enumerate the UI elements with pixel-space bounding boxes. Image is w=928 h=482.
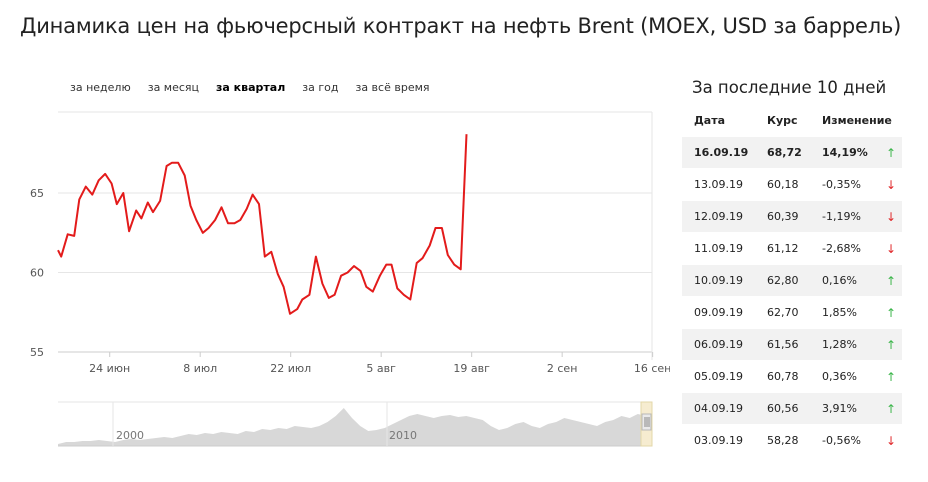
table-row: 06.09.19 61,56 1,28% ↑ — [682, 328, 902, 360]
period-tabs: за неделю за месяц за квартал за год за … — [70, 81, 447, 94]
row-date: 06.09.19 — [694, 338, 743, 351]
row-change: -1,19% — [822, 210, 861, 223]
y-tick-label: 60 — [30, 267, 44, 280]
row-change: -0,56% — [822, 434, 861, 447]
history-table: Дата Курс Изменение 16.09.19 68,72 14,19% ↑… — [682, 104, 902, 456]
row-rate: 61,12 — [767, 242, 799, 255]
table-row: 04.09.19 60,56 3,91% ↑ — [682, 392, 902, 424]
arrow-up-icon: ↑ — [885, 145, 897, 160]
tab-year[interactable]: за год — [302, 81, 339, 94]
row-rate: 62,70 — [767, 306, 799, 319]
arrow-up-icon: ↑ — [885, 369, 897, 384]
page-title: Динамика цен на фьючерсный контракт на н… — [20, 14, 902, 38]
header-rate: Курс — [767, 113, 798, 127]
header-date: Дата — [694, 113, 726, 127]
y-tick-label: 65 — [30, 187, 44, 200]
row-date: 10.09.19 — [694, 274, 743, 287]
row-date: 05.09.19 — [694, 370, 743, 383]
row-change: -0,35% — [822, 178, 861, 191]
tab-week[interactable]: за неделю — [70, 81, 131, 94]
nav-label: 2000 — [116, 429, 144, 442]
x-tick-label: 19 авг — [453, 362, 490, 375]
table-row: 05.09.19 60,78 0,36% ↑ — [682, 360, 902, 392]
row-change: 1,85% — [822, 306, 857, 319]
arrow-down-icon: ↓ — [885, 177, 897, 192]
tab-month[interactable]: за месяц — [147, 81, 200, 94]
row-rate: 61,56 — [767, 338, 799, 351]
row-change: 0,36% — [822, 370, 857, 383]
table-row: 03.09.19 58,28 -0,56% ↓ — [682, 424, 902, 456]
tab-quarter[interactable]: за квартал — [216, 81, 286, 94]
row-change: 0,16% — [822, 274, 857, 287]
row-date: 03.09.19 — [694, 434, 743, 447]
row-date: 04.09.19 — [694, 402, 743, 415]
arrow-up-icon: ↑ — [885, 273, 897, 288]
row-change: -2,68% — [822, 242, 861, 255]
row-rate: 60,18 — [767, 178, 799, 191]
price-chart[interactable]: 55 60 65 24 июн 8 июл 22 июл 5 авг 19 авг 2 сен 1… — [0, 100, 670, 390]
arrow-down-icon: ↓ — [885, 241, 897, 256]
table-row: 09.09.19 62,70 1,85% ↑ — [682, 296, 902, 328]
table-row: 10.09.19 62,80 0,16% ↑ — [682, 264, 902, 296]
row-date: 09.09.19 — [694, 306, 743, 319]
row-change: 14,19% — [822, 146, 868, 159]
x-tick-label: 2 сен — [547, 362, 578, 375]
table-header: Дата Курс Изменение — [682, 104, 902, 136]
arrow-down-icon: ↓ — [885, 433, 897, 448]
arrow-up-icon: ↑ — [885, 305, 897, 320]
row-date: 12.09.19 — [694, 210, 743, 223]
row-change: 1,28% — [822, 338, 857, 351]
row-rate: 62,80 — [767, 274, 799, 287]
table-row: 11.09.19 61,12 -2,68% ↓ — [682, 232, 902, 264]
row-rate: 58,28 — [767, 434, 799, 447]
table-row: 12.09.19 60,39 -1,19% ↓ — [682, 200, 902, 232]
x-tick-label: 16 сен — [634, 362, 670, 375]
row-change: 3,91% — [822, 402, 857, 415]
table-row: 13.09.19 60,18 -0,35% ↓ — [682, 168, 902, 200]
row-rate: 60,78 — [767, 370, 799, 383]
arrow-up-icon: ↑ — [885, 337, 897, 352]
x-tick-label: 8 июл — [183, 362, 217, 375]
row-rate: 60,39 — [767, 210, 799, 223]
nav-label: 2010 — [389, 429, 417, 442]
x-tick-label: 5 авг — [366, 362, 396, 375]
header-change: Изменение — [822, 113, 892, 127]
x-tick-label: 24 июн — [89, 362, 130, 375]
row-date: 16.09.19 — [694, 146, 749, 159]
y-tick-label: 55 — [30, 346, 44, 359]
table-row: 16.09.19 68,72 14,19% ↑ — [682, 136, 902, 168]
arrow-down-icon: ↓ — [885, 209, 897, 224]
arrow-up-icon: ↑ — [885, 401, 897, 416]
price-line — [57, 134, 468, 315]
row-rate: 60,56 — [767, 402, 799, 415]
tab-all-time[interactable]: за всё время — [355, 81, 430, 94]
side-panel-title: За последние 10 дней — [692, 78, 887, 97]
row-date: 11.09.19 — [694, 242, 743, 255]
row-date: 13.09.19 — [694, 178, 743, 191]
x-tick-label: 22 июл — [270, 362, 311, 375]
nav-area — [58, 408, 646, 446]
range-navigator[interactable]: 2000 2010 — [0, 400, 670, 448]
row-rate: 68,72 — [767, 146, 802, 159]
